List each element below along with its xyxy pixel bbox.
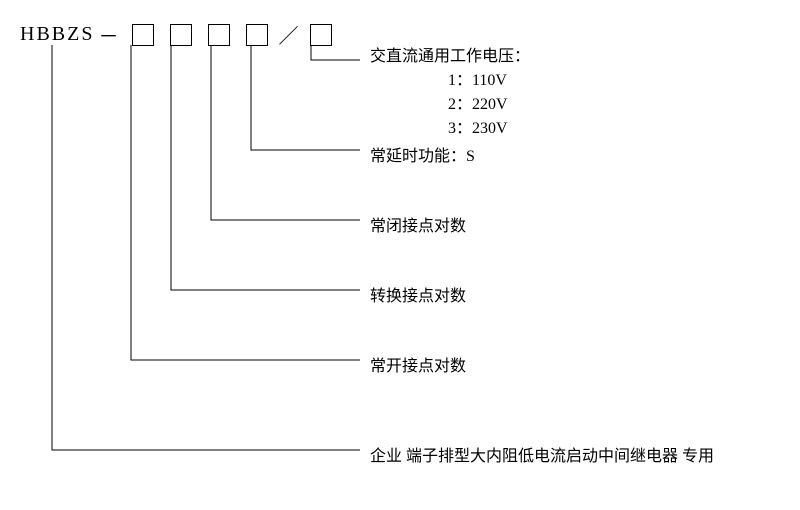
label-voltage-opt3: 3：230V [448,114,508,138]
label-nc-contacts: 常闭接点对数 [370,212,466,236]
label-no-contacts: 常开接点对数 [370,352,466,376]
label-voltage-opt1: 1：110V [448,66,507,90]
label-voltage-opt2: 2：220V [448,90,508,114]
connector-lines [0,0,800,510]
label-changeover-contacts: 转换接点对数 [370,282,466,306]
label-delay: 常延时功能：S [370,142,475,166]
label-voltage-header: 交直流通用工作电压： [370,42,530,66]
label-enterprise-desc: 企业 端子排型大内阻低电流启动中间继电器 专用 [370,442,714,466]
